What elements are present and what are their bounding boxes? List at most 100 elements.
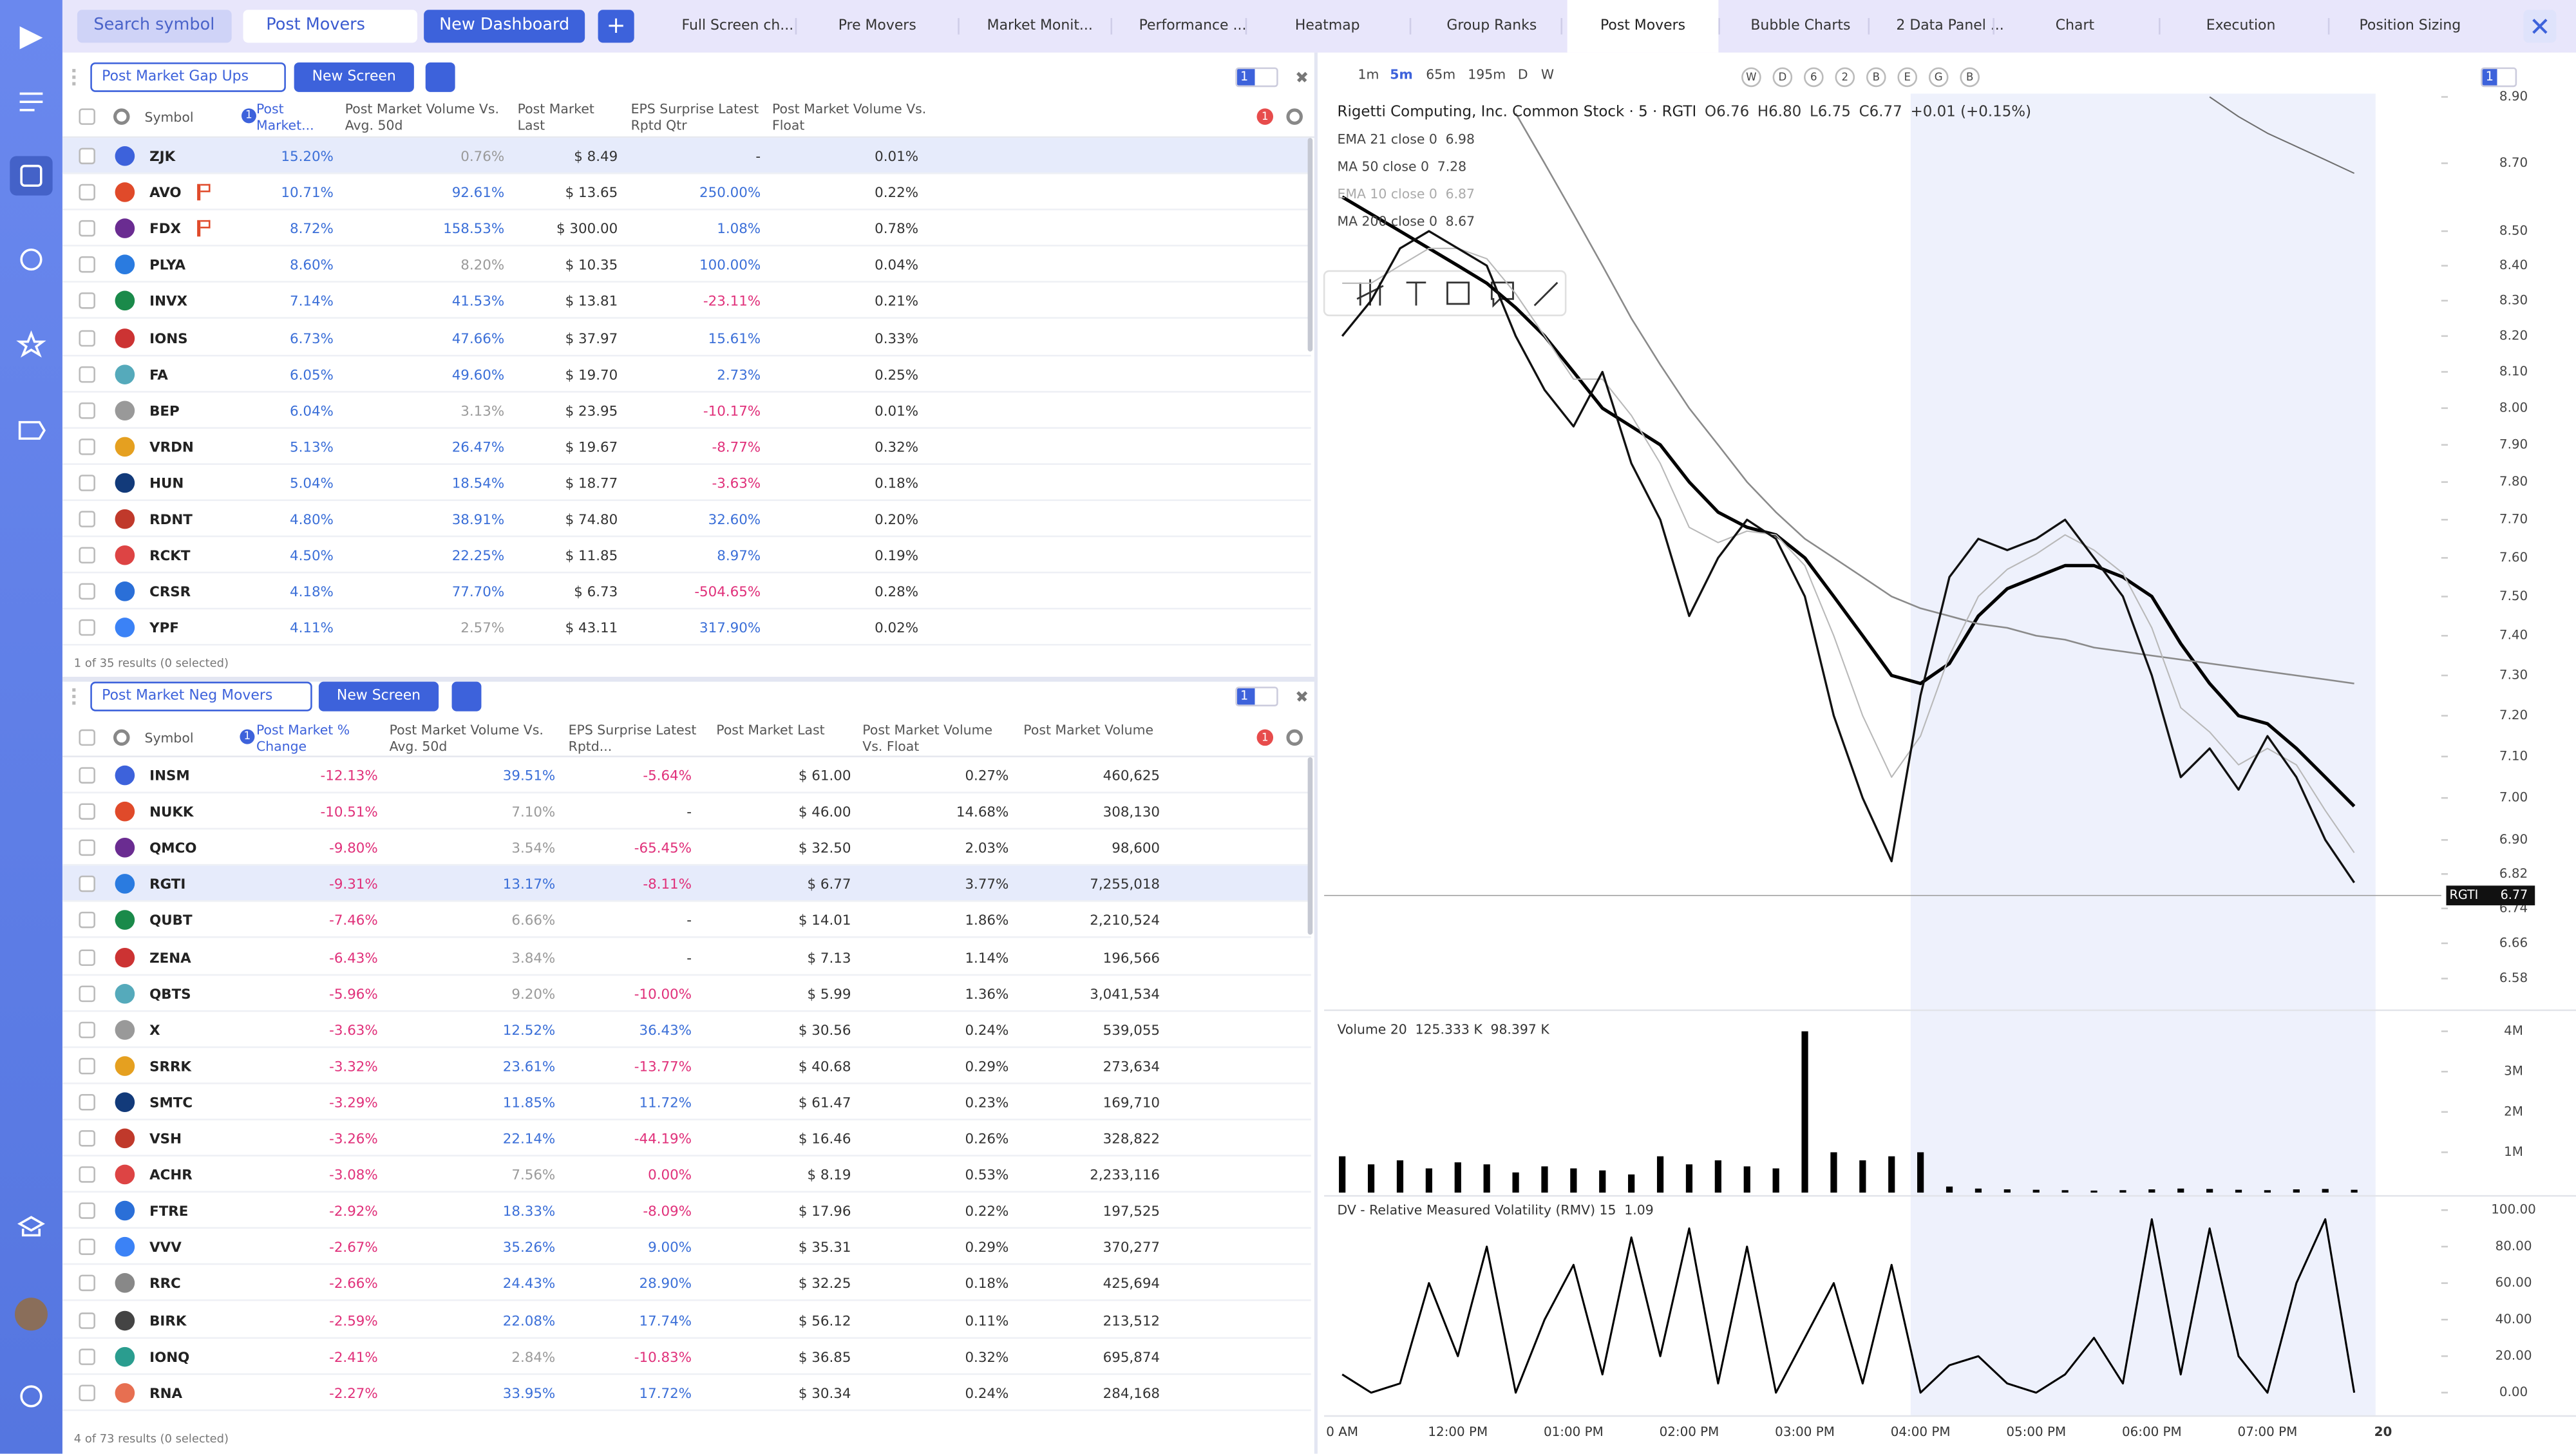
- symbol[interactable]: ZENA: [149, 949, 191, 965]
- symbol[interactable]: RDNT: [149, 511, 193, 527]
- symbol[interactable]: VSH: [149, 1130, 182, 1147]
- symbol[interactable]: IONQ: [149, 1348, 190, 1364]
- row-checkbox[interactable]: [79, 876, 95, 892]
- interval-button[interactable]: 5m: [1390, 67, 1413, 82]
- table-row[interactable]: [62, 175, 1311, 211]
- symbol[interactable]: RGTI: [149, 876, 186, 892]
- column-header[interactable]: Post Market Volume Vs. Avg. 50d: [345, 102, 500, 133]
- row-checkbox[interactable]: [79, 1239, 95, 1256]
- watch-icon[interactable]: [20, 248, 43, 271]
- scrollbar[interactable]: [1307, 757, 1313, 935]
- symbol[interactable]: ACHR: [149, 1166, 193, 1183]
- symbol[interactable]: X: [149, 1021, 160, 1038]
- row-checkbox[interactable]: [79, 840, 95, 856]
- table-row[interactable]: [62, 757, 1311, 794]
- edu-icon[interactable]: [17, 1216, 45, 1237]
- row-checkbox[interactable]: [79, 184, 95, 201]
- row-checkbox[interactable]: [79, 438, 95, 455]
- tab[interactable]: Group Ranks: [1446, 18, 1537, 35]
- interval-button[interactable]: 1m: [1358, 67, 1379, 82]
- symbol[interactable]: FTRE: [149, 1202, 189, 1220]
- select-all[interactable]: [79, 729, 95, 746]
- tab[interactable]: Bubble Charts: [1750, 18, 1851, 35]
- symbol[interactable]: AVO: [149, 184, 182, 201]
- alerts-badge[interactable]: 1: [1256, 108, 1274, 125]
- symbol[interactable]: INVX: [149, 293, 188, 310]
- column-header[interactable]: EPS Surprise Latest Rptd...: [568, 722, 697, 753]
- row-checkbox[interactable]: [79, 1202, 95, 1220]
- event-toggle[interactable]: D: [1772, 67, 1793, 88]
- tab[interactable]: Heatmap: [1294, 18, 1360, 35]
- symbol[interactable]: QMCO: [149, 840, 197, 856]
- panel-settings[interactable]: [1286, 729, 1303, 746]
- table-row[interactable]: [62, 428, 1311, 465]
- symbol[interactable]: PLYA: [149, 256, 186, 274]
- symbol[interactable]: QBTS: [149, 985, 191, 1002]
- table-row[interactable]: [62, 1157, 1311, 1193]
- symbol[interactable]: YPF: [149, 619, 179, 637]
- table-row[interactable]: [62, 138, 1311, 175]
- row-checkbox[interactable]: [79, 511, 95, 527]
- symbol[interactable]: BEP: [149, 402, 180, 419]
- symbol[interactable]: CRSR: [149, 583, 191, 600]
- table-row[interactable]: [62, 1012, 1311, 1048]
- table-row[interactable]: [62, 211, 1311, 247]
- table-row[interactable]: [62, 1302, 1311, 1339]
- row-checkbox[interactable]: [79, 1130, 95, 1147]
- column-header[interactable]: Post Market Volume: [1023, 722, 1154, 738]
- table-row[interactable]: [62, 793, 1311, 830]
- table-row[interactable]: [62, 356, 1311, 392]
- tool-text[interactable]: [1406, 281, 1426, 306]
- column-header[interactable]: Post Market Last: [517, 102, 594, 133]
- table-row[interactable]: [62, 610, 1311, 647]
- table-row[interactable]: [62, 866, 1311, 903]
- tab[interactable]: Performance ...: [1139, 18, 1247, 35]
- symbol[interactable]: RRC: [149, 1275, 181, 1292]
- row-checkbox[interactable]: [79, 1384, 95, 1401]
- table-row[interactable]: [62, 574, 1311, 610]
- select-all[interactable]: [79, 108, 95, 125]
- interval-button[interactable]: D: [1517, 67, 1528, 82]
- tag-icon[interactable]: [18, 420, 46, 440]
- table-row[interactable]: [62, 319, 1311, 356]
- table-row[interactable]: [62, 283, 1311, 320]
- count-badge[interactable]: 1: [1235, 686, 1278, 706]
- event-toggle[interactable]: 2: [1835, 67, 1855, 88]
- table-row[interactable]: [62, 1193, 1311, 1229]
- symbol[interactable]: RNA: [149, 1384, 183, 1401]
- row-checkbox[interactable]: [79, 147, 95, 165]
- new-screen-button[interactable]: New Screen: [318, 681, 439, 712]
- row-checkbox[interactable]: [79, 912, 95, 929]
- row-checkbox[interactable]: [79, 1275, 95, 1292]
- column-header[interactable]: EPS Surprise Latest Rptd Qtr: [630, 102, 759, 133]
- tab[interactable]: Full Screen ch...: [681, 18, 794, 35]
- column-header[interactable]: Post Market % Change: [256, 722, 350, 753]
- symbol[interactable]: SMTC: [149, 1093, 193, 1111]
- tab[interactable]: Position Sizing: [2359, 18, 2461, 35]
- row-checkbox[interactable]: [79, 985, 95, 1002]
- row-checkbox[interactable]: [79, 365, 95, 382]
- symbol[interactable]: FA: [149, 365, 168, 382]
- column-header[interactable]: Post Market Volume Vs. Float: [862, 722, 993, 753]
- interval-button[interactable]: 65m: [1426, 67, 1456, 82]
- table-row[interactable]: [62, 939, 1311, 976]
- event-toggle[interactable]: W: [1741, 67, 1761, 88]
- symbol[interactable]: ZJK: [149, 147, 176, 165]
- symbol[interactable]: VRDN: [149, 438, 194, 455]
- event-toggle[interactable]: 6: [1804, 67, 1824, 88]
- filter-button[interactable]: [425, 62, 455, 92]
- symbol[interactable]: IONS: [149, 329, 188, 346]
- table-row[interactable]: [62, 1374, 1311, 1411]
- table-row[interactable]: [62, 465, 1311, 502]
- tab[interactable]: Execution: [2206, 18, 2276, 35]
- symbol[interactable]: FDX: [149, 220, 181, 237]
- row-checkbox[interactable]: [79, 547, 95, 564]
- symbol[interactable]: VVV: [149, 1239, 182, 1256]
- symbol[interactable]: BIRK: [149, 1311, 187, 1328]
- scrollbar[interactable]: [1307, 138, 1313, 352]
- table-row[interactable]: [62, 1265, 1311, 1302]
- table-row[interactable]: [62, 1338, 1311, 1375]
- count-badge[interactable]: 1: [1235, 67, 1278, 88]
- column-header[interactable]: Post Market Volume Vs. Float: [772, 102, 927, 133]
- screen-tag[interactable]: Post Market Gap Ups: [90, 62, 286, 92]
